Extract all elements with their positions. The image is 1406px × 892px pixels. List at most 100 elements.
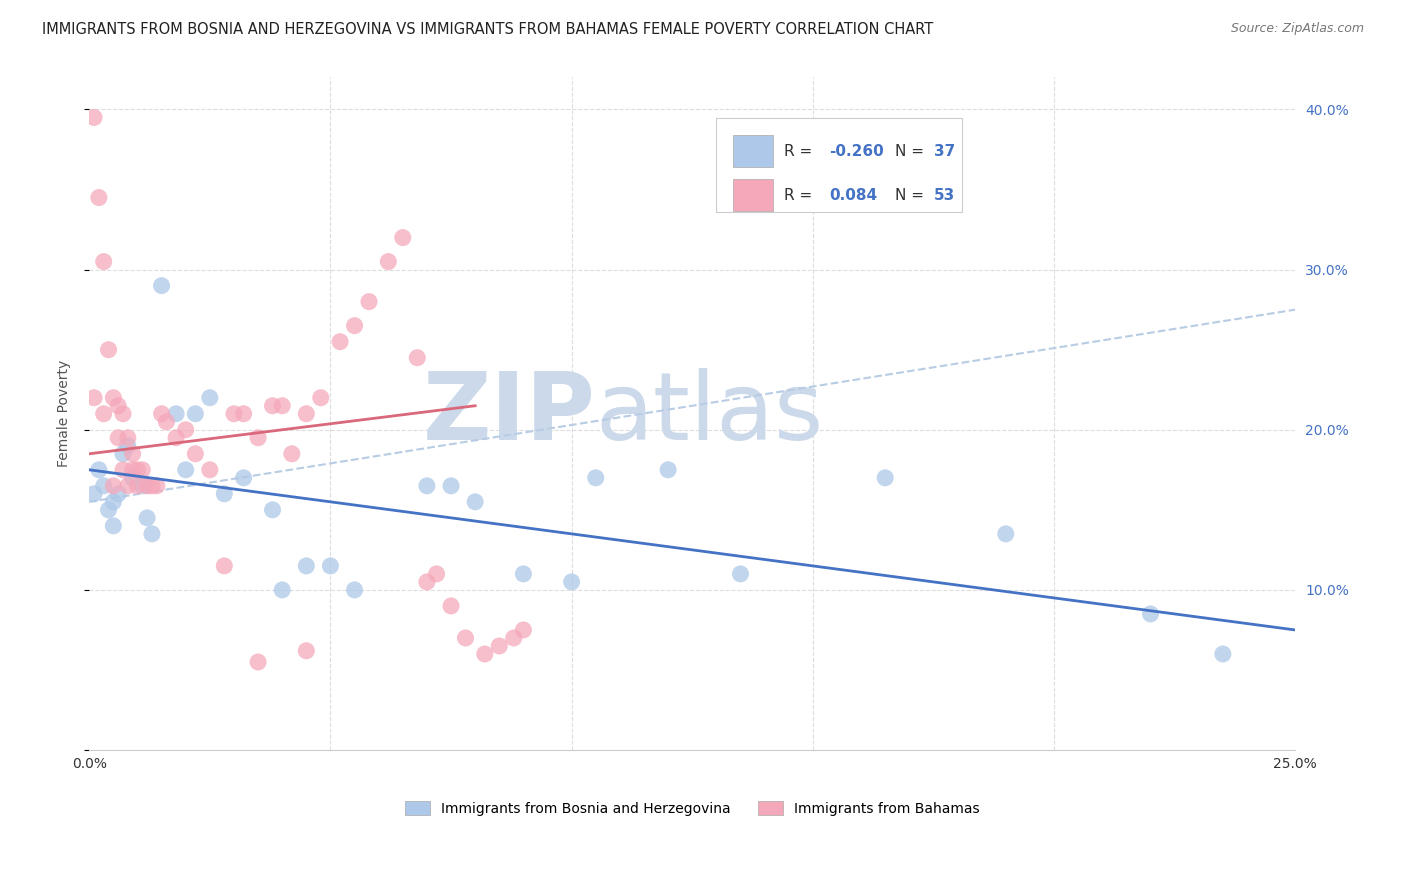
- Point: [512, 566, 534, 581]
- Point: [464, 495, 486, 509]
- Point: [83, 111, 105, 125]
- Point: [103, 479, 125, 493]
- Point: [117, 439, 139, 453]
- Point: [391, 230, 413, 244]
- Point: [1212, 647, 1234, 661]
- Point: [111, 447, 134, 461]
- Point: [425, 566, 447, 581]
- Point: [329, 334, 352, 349]
- Point: [107, 487, 129, 501]
- Point: [111, 407, 134, 421]
- Point: [174, 463, 197, 477]
- Point: [440, 599, 463, 613]
- Text: R =: R =: [783, 188, 817, 203]
- Point: [262, 399, 284, 413]
- Point: [271, 399, 294, 413]
- Point: [97, 503, 120, 517]
- Point: [512, 623, 534, 637]
- Point: [121, 463, 143, 477]
- Point: [309, 391, 332, 405]
- Point: [416, 574, 439, 589]
- Point: [174, 423, 197, 437]
- Point: [730, 566, 752, 581]
- Point: [87, 190, 110, 204]
- Point: [295, 644, 318, 658]
- Point: [155, 415, 177, 429]
- Point: [222, 407, 245, 421]
- Text: 0.084: 0.084: [828, 188, 877, 203]
- Point: [406, 351, 429, 365]
- Point: [377, 254, 399, 268]
- Point: [474, 647, 496, 661]
- Point: [561, 574, 583, 589]
- Point: [343, 318, 366, 333]
- Y-axis label: Female Poverty: Female Poverty: [58, 360, 72, 467]
- Point: [103, 495, 125, 509]
- Point: [271, 582, 294, 597]
- Point: [87, 463, 110, 477]
- Point: [127, 463, 149, 477]
- Text: R =: R =: [783, 145, 817, 160]
- Point: [247, 431, 270, 445]
- Point: [103, 519, 125, 533]
- Point: [454, 631, 477, 645]
- Point: [214, 487, 236, 501]
- Text: 37: 37: [934, 145, 956, 160]
- Point: [657, 463, 679, 477]
- Point: [488, 639, 510, 653]
- Point: [111, 463, 134, 477]
- Point: [585, 471, 607, 485]
- Point: [502, 631, 524, 645]
- Point: [93, 407, 115, 421]
- Text: 53: 53: [934, 188, 956, 203]
- Point: [184, 447, 207, 461]
- Legend: Immigrants from Bosnia and Herzegovina, Immigrants from Bahamas: Immigrants from Bosnia and Herzegovina, …: [398, 794, 987, 822]
- Point: [121, 447, 143, 461]
- Point: [117, 431, 139, 445]
- Point: [107, 399, 129, 413]
- Text: N =: N =: [894, 145, 929, 160]
- Point: [440, 479, 463, 493]
- Point: [136, 479, 159, 493]
- Point: [141, 479, 163, 493]
- Text: N =: N =: [894, 188, 929, 203]
- Point: [247, 655, 270, 669]
- Point: [103, 391, 125, 405]
- Text: Source: ZipAtlas.com: Source: ZipAtlas.com: [1230, 22, 1364, 36]
- Point: [281, 447, 304, 461]
- Point: [146, 479, 169, 493]
- Point: [416, 479, 439, 493]
- Point: [994, 527, 1017, 541]
- Point: [295, 407, 318, 421]
- Point: [875, 471, 897, 485]
- Point: [131, 479, 153, 493]
- Point: [131, 463, 153, 477]
- Point: [150, 407, 173, 421]
- Point: [357, 294, 380, 309]
- Point: [184, 407, 207, 421]
- Text: atlas: atlas: [596, 368, 824, 459]
- Point: [232, 407, 254, 421]
- Text: IMMIGRANTS FROM BOSNIA AND HERZEGOVINA VS IMMIGRANTS FROM BAHAMAS FEMALE POVERTY: IMMIGRANTS FROM BOSNIA AND HERZEGOVINA V…: [42, 22, 934, 37]
- Point: [198, 391, 221, 405]
- Point: [150, 278, 173, 293]
- Point: [198, 463, 221, 477]
- Point: [127, 479, 149, 493]
- Point: [121, 471, 143, 485]
- Point: [117, 479, 139, 493]
- Point: [343, 582, 366, 597]
- Point: [1139, 607, 1161, 621]
- Point: [83, 391, 105, 405]
- Point: [93, 479, 115, 493]
- Point: [214, 558, 236, 573]
- Point: [165, 407, 187, 421]
- Point: [83, 487, 105, 501]
- Point: [107, 431, 129, 445]
- Point: [262, 503, 284, 517]
- Point: [136, 511, 159, 525]
- Text: -0.260: -0.260: [828, 145, 883, 160]
- Point: [319, 558, 342, 573]
- Point: [165, 431, 187, 445]
- Point: [97, 343, 120, 357]
- Text: ZIP: ZIP: [423, 368, 596, 459]
